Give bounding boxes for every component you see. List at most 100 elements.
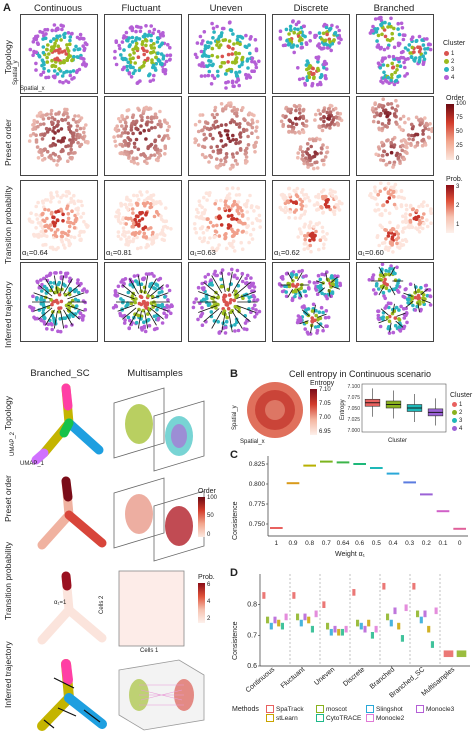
scatter-point <box>122 48 126 52</box>
scatter-point <box>61 149 65 153</box>
scatter-point <box>119 280 123 284</box>
scatter-point <box>231 32 235 36</box>
scatter-point <box>37 111 42 116</box>
scatter-point <box>137 219 142 223</box>
scatter-point <box>197 215 202 220</box>
scatter-point <box>398 117 403 121</box>
scatter-point <box>68 70 73 74</box>
order-colorbar <box>446 104 454 160</box>
scatter-point <box>233 329 237 333</box>
scatter-point <box>374 283 379 288</box>
scatter-point <box>307 199 312 203</box>
scatter-point <box>297 77 302 82</box>
alpha-label: α₁=0.81 <box>106 248 132 257</box>
scatter-point <box>301 108 305 113</box>
scatter-point <box>50 210 54 215</box>
scatter-point <box>207 160 211 164</box>
scatter-point <box>301 130 306 135</box>
scatter-point <box>62 136 67 140</box>
scatter-point <box>120 144 125 148</box>
scatter-point <box>375 39 379 43</box>
scatter-point <box>396 290 401 294</box>
scatter-point <box>56 209 61 213</box>
scatter-point <box>223 294 228 298</box>
legend-item: 3 <box>452 417 462 425</box>
scatter-point <box>132 274 137 278</box>
scatter-point <box>144 105 149 110</box>
scatter-point <box>192 222 197 226</box>
scatter-point <box>250 125 255 130</box>
scatter-point <box>197 119 202 124</box>
c-xtick: 0.64 <box>337 540 350 547</box>
scatter-point <box>39 230 44 234</box>
scatter-point <box>234 122 239 126</box>
scatter-point <box>134 119 139 123</box>
method-legend-item: moscot <box>316 705 366 714</box>
d-box <box>340 628 344 636</box>
scatter-point <box>247 240 251 245</box>
scatter-point <box>211 224 216 228</box>
scatter-point <box>213 108 217 113</box>
scatter-point <box>141 34 146 39</box>
scatter-point <box>319 82 323 87</box>
scatter-point <box>78 126 83 131</box>
scatter-point <box>53 271 57 275</box>
scatter-point <box>381 317 385 321</box>
scatter-point <box>296 318 300 322</box>
scatter-point <box>292 188 296 193</box>
scatter-point <box>118 119 123 124</box>
scatter-point <box>34 68 38 72</box>
scatter-point <box>376 207 381 212</box>
scatter-point <box>336 122 341 127</box>
scatter-point <box>71 131 76 135</box>
scatter-point <box>208 191 212 195</box>
scatter-point <box>51 215 55 219</box>
scatter-point <box>225 186 229 191</box>
scatter-point <box>367 278 372 282</box>
trajectory-arrow <box>137 310 142 329</box>
scatter-point <box>208 236 212 240</box>
scatter-point <box>296 20 301 25</box>
scatter-point <box>139 282 144 286</box>
scatter-point <box>151 78 156 82</box>
scatter-point <box>375 202 379 207</box>
scatter-point <box>294 108 298 113</box>
scatter-point <box>417 34 422 39</box>
c-xtick: 1 <box>275 540 279 547</box>
scatter-point <box>136 273 140 278</box>
scatter-point <box>72 201 77 206</box>
prob-colorbar-2 <box>198 583 205 623</box>
scatter-point <box>43 207 47 212</box>
scatter-point <box>229 69 234 74</box>
scatter-point <box>420 121 424 126</box>
prob-tick: 4 <box>207 599 211 605</box>
scatter-point <box>45 149 50 154</box>
scatter-point <box>392 202 397 207</box>
scatter-point <box>215 55 220 59</box>
scatter-point <box>383 34 388 39</box>
scatter-point <box>74 44 78 49</box>
scatter-point <box>73 114 77 118</box>
scatter-point <box>81 36 86 41</box>
scatter-point <box>134 41 139 46</box>
scatter-point <box>53 131 57 135</box>
scatter-point <box>255 135 260 140</box>
scatter-point <box>230 213 234 218</box>
scatter-point <box>65 204 70 208</box>
scatter-point <box>46 322 51 327</box>
row-label-preset-order-2: Preset order <box>3 475 13 522</box>
method-legend-item: CytoTRACE <box>316 714 366 723</box>
scatter-point <box>223 159 228 164</box>
scatter-point <box>390 106 395 110</box>
scatter-point <box>78 144 82 149</box>
scatter-point <box>328 207 333 212</box>
scatter-point <box>386 25 390 29</box>
method-label: Slingshot <box>376 706 403 713</box>
scatter-point <box>385 152 389 157</box>
trajectory-arrow <box>67 304 85 312</box>
scatter-point <box>391 65 396 69</box>
scatter-point <box>151 63 156 68</box>
scatter-point <box>386 248 391 252</box>
scatter-svg <box>28 270 89 334</box>
